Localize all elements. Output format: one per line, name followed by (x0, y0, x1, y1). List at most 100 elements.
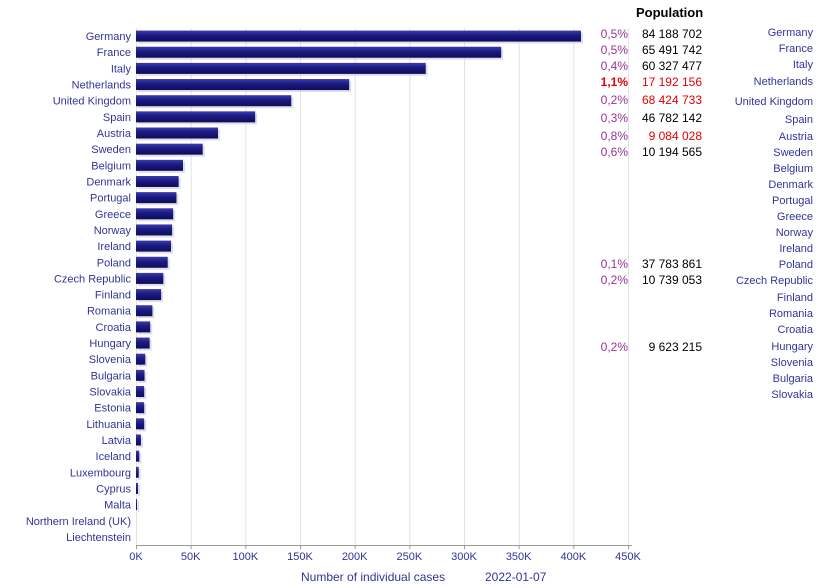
population-value: 60 327 477 (642, 59, 702, 73)
population-country: Finland (777, 292, 813, 304)
population-value: 37 783 861 (642, 257, 702, 271)
category-label: Bulgaria (91, 370, 132, 382)
population-country: Slovakia (771, 389, 813, 401)
population-country: Bulgaria (773, 373, 814, 385)
bar (136, 418, 145, 430)
bar (136, 353, 146, 365)
x-tick-label: 200K (342, 551, 368, 563)
x-axis-label: Number of individual cases (301, 570, 445, 584)
population-percent: 0,2% (601, 273, 629, 287)
bar (136, 466, 139, 478)
category-label: Malta (104, 500, 132, 512)
category-label: Denmark (86, 176, 131, 188)
bar (136, 337, 150, 349)
x-tick-label: 100K (232, 551, 258, 563)
category-label: Luxembourg (70, 467, 131, 479)
bar-shadow (138, 468, 141, 480)
category-label: Italy (111, 63, 132, 75)
bar (136, 159, 184, 171)
population-country: Ireland (779, 243, 813, 255)
bar (136, 402, 145, 414)
category-label: Finland (95, 290, 131, 302)
category-label: Austria (97, 128, 132, 140)
category-label: Greece (95, 209, 131, 221)
population-percent: 0,3% (601, 111, 629, 125)
population-country: Belgium (773, 163, 813, 175)
population-country: Slovenia (771, 357, 814, 369)
category-label: Cyprus (96, 483, 131, 495)
population-country: Netherlands (754, 76, 814, 88)
bar-shadow (138, 452, 142, 464)
population-table: Population 0,5% 84 188 702 0,5% 65 491 742 0… (601, 5, 814, 401)
population-percent: 0,4% (601, 59, 629, 73)
category-label: Poland (97, 257, 131, 269)
bar (136, 30, 581, 42)
bars (136, 30, 583, 513)
category-label: Germany (86, 31, 132, 43)
x-tick-label: 250K (396, 551, 422, 563)
population-country: Austria (779, 131, 814, 143)
bar (136, 111, 256, 123)
category-label: Sweden (91, 144, 131, 156)
population-country: United Kingdom (735, 96, 813, 108)
population-value: 9 084 028 (649, 129, 703, 143)
population-country: Spain (785, 114, 813, 126)
population-value: 46 782 142 (642, 111, 702, 125)
bar (136, 175, 179, 187)
population-value: 10 739 053 (642, 273, 702, 287)
bar (136, 95, 292, 107)
population-percent: 0,2% (601, 340, 629, 354)
category-label: Portugal (90, 193, 131, 205)
category-label: Estonia (94, 403, 132, 415)
population-country: Sweden (773, 147, 813, 159)
population-percent: 0,5% (601, 43, 629, 57)
category-label: Romania (87, 306, 132, 318)
category-label: Northern Ireland (UK) (26, 516, 131, 528)
population-country: Romania (769, 308, 814, 320)
bar (136, 450, 140, 462)
x-tick-label: 400K (560, 551, 586, 563)
x-tick-label: 150K (287, 551, 313, 563)
bar (136, 127, 218, 139)
category-label: Ireland (97, 241, 131, 253)
bar (136, 224, 173, 236)
bar (136, 62, 426, 74)
bar (136, 192, 177, 204)
bar (136, 305, 153, 317)
category-label: Spain (103, 112, 131, 124)
category-label: Hungary (89, 338, 131, 350)
category-label: Czech Republic (54, 273, 132, 285)
population-value: 65 491 742 (642, 43, 702, 57)
population-value: 9 623 215 (649, 340, 703, 354)
population-value: 10 194 565 (642, 145, 702, 159)
population-country: Greece (777, 211, 813, 223)
bar (136, 289, 162, 301)
bar (136, 143, 203, 155)
population-country: France (779, 43, 813, 55)
x-tick-label: 350K (506, 551, 532, 563)
category-label: Liechtenstein (66, 532, 131, 544)
bar (136, 79, 350, 91)
bar (136, 256, 168, 268)
population-value: 84 188 702 (642, 27, 702, 41)
bar (136, 434, 141, 446)
bar (136, 321, 151, 333)
category-label: Lithuania (86, 419, 132, 431)
category-label: Netherlands (72, 80, 132, 92)
category-label: Slovakia (89, 387, 131, 399)
population-country: Hungary (771, 341, 813, 353)
category-label: United Kingdom (53, 96, 131, 108)
population-percent: 0,2% (601, 93, 629, 107)
category-label: Iceland (96, 451, 131, 463)
x-tick-label: 50K (181, 551, 201, 563)
population-value: 17 192 156 (642, 75, 702, 89)
x-tick-label: 450K (615, 551, 641, 563)
population-country: Croatia (778, 324, 814, 336)
population-percent: 0,8% (601, 129, 629, 143)
x-axis-ticks: 0K 50K 100K 150K 200K 250K 300K 350K 400K 450K (129, 545, 642, 563)
population-value: 68 424 733 (642, 93, 702, 107)
category-label: Croatia (96, 322, 132, 334)
bar (136, 482, 138, 494)
category-labels: Germany France Italy Netherlands United King… (26, 31, 132, 544)
